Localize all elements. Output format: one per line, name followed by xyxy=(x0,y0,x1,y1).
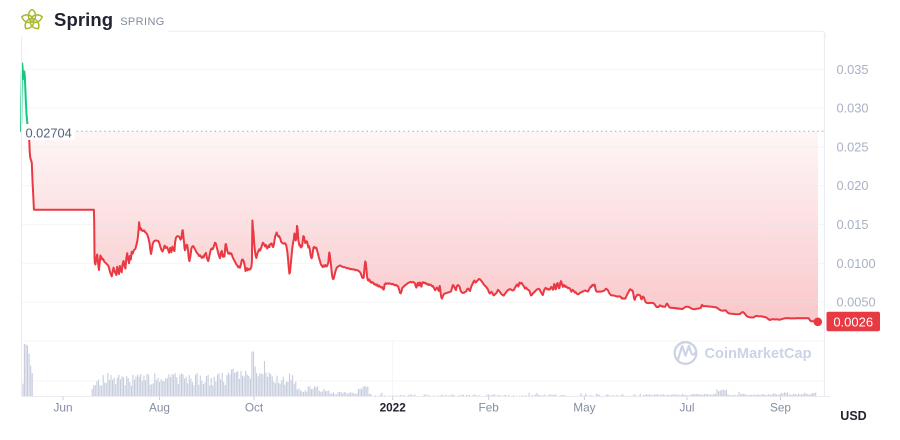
svg-text:CoinMarketCap: CoinMarketCap xyxy=(705,346,812,362)
svg-text:Sep: Sep xyxy=(770,401,791,415)
svg-text:0.0100: 0.0100 xyxy=(837,256,876,271)
svg-text:0.030: 0.030 xyxy=(837,101,869,116)
svg-text:2022: 2022 xyxy=(380,401,407,415)
svg-text:Feb: Feb xyxy=(479,401,500,415)
svg-text:May: May xyxy=(573,401,595,415)
svg-text:0.025: 0.025 xyxy=(837,139,869,154)
svg-text:0.015: 0.015 xyxy=(837,217,869,232)
svg-text:Jun: Jun xyxy=(53,401,72,415)
svg-text:Aug: Aug xyxy=(149,401,170,415)
svg-text:USD: USD xyxy=(840,409,866,423)
svg-text:0.035: 0.035 xyxy=(837,62,869,77)
svg-text:0.02704: 0.02704 xyxy=(26,125,72,140)
svg-text:0.020: 0.020 xyxy=(837,178,869,193)
svg-text:0.0026: 0.0026 xyxy=(833,314,873,329)
svg-text:Oct: Oct xyxy=(245,401,264,415)
svg-text:0.0050: 0.0050 xyxy=(837,295,876,310)
svg-text:Jul: Jul xyxy=(679,401,694,415)
